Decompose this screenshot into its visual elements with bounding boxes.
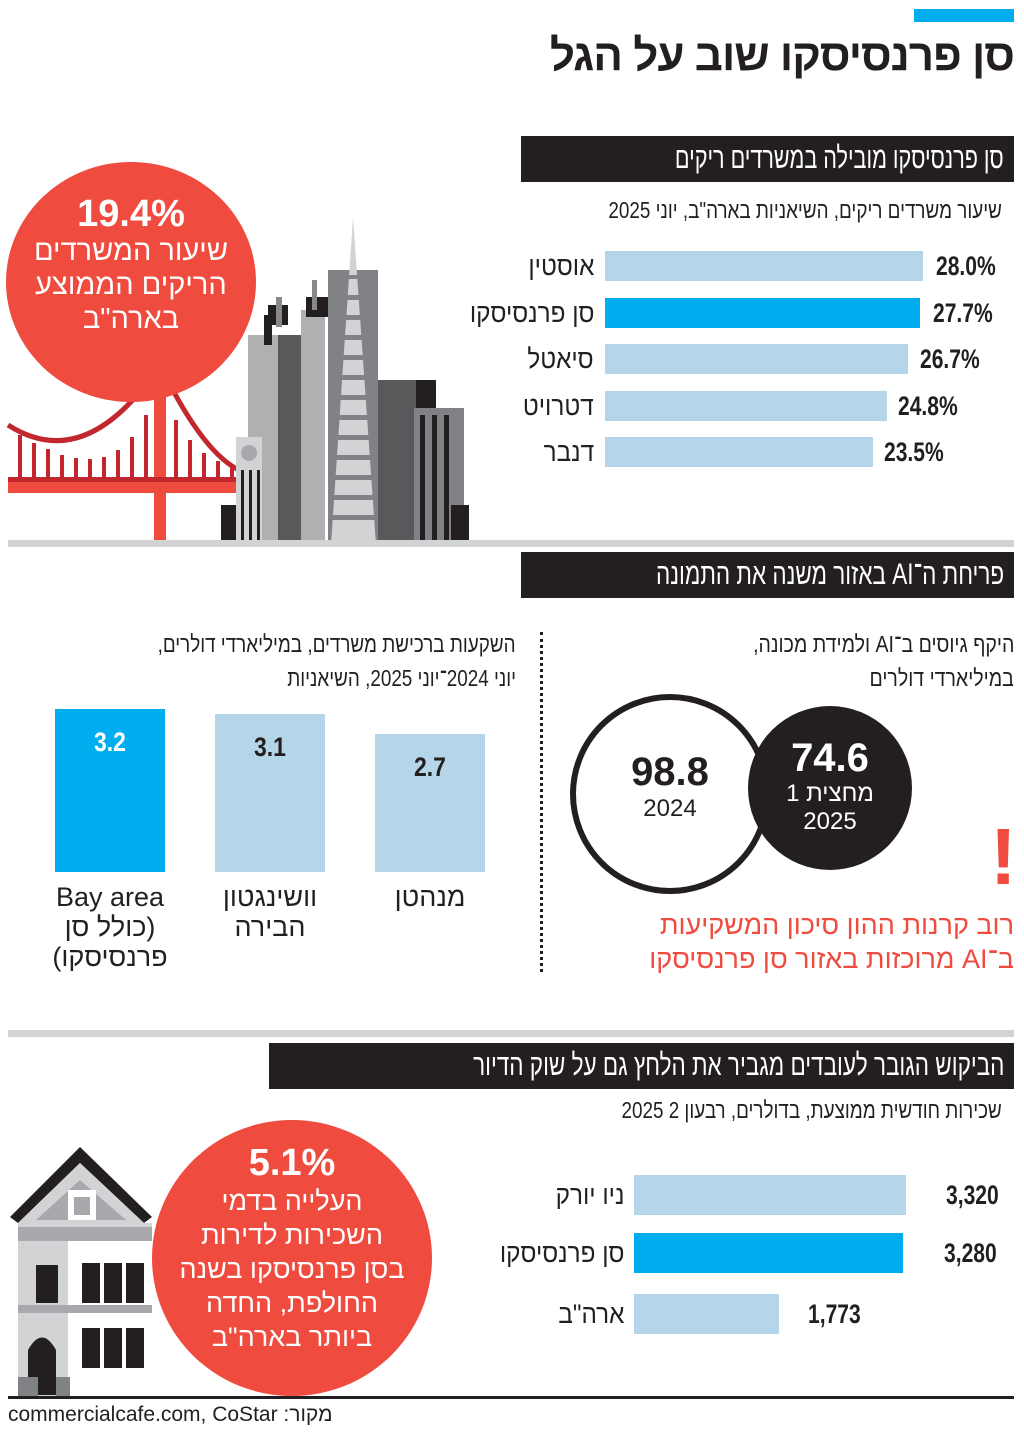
callout-line-1: שיעור המשרדים xyxy=(33,235,229,267)
alert-exclamation-icon: ! xyxy=(990,812,1017,901)
bar-row: סיאטל 26.7% xyxy=(0,342,1024,376)
bar-label: ניו יורק xyxy=(555,1180,624,1210)
bar-value: 2.7 xyxy=(414,752,446,782)
label-line: וושינגטון xyxy=(222,882,318,912)
label-line: (כולל סן xyxy=(64,912,156,942)
ai-funding-subtitle-2: במיליארדי דולרים xyxy=(869,665,1014,691)
section-divider xyxy=(8,1030,1014,1037)
section-heading-housing: הביקוש הגובר לעובדים מגביר את הלחץ גם על… xyxy=(269,1043,1014,1089)
source-text: מקור: commercialcafe.com, CoStar xyxy=(8,1403,333,1426)
bar-value: 3.2 xyxy=(94,727,126,757)
bar-row: דטרויט 24.8% xyxy=(0,389,1024,423)
funding-2025-label-1: מחצית 1 xyxy=(786,780,874,807)
golden-gate-bridge-icon xyxy=(6,345,248,545)
bar-row: ניו יורק 3,320 xyxy=(0,1175,1024,1215)
bar xyxy=(605,391,887,421)
bar-row: ארה"ב 1,773 xyxy=(0,1294,1024,1334)
page-title: סן פרנסיסקו שוב על הגל xyxy=(549,31,1015,80)
bar-value: 27.7% xyxy=(933,298,993,328)
vacancy-average-callout: 19.4% שיעור המשרדים הריקים הממוצע בארה"ב xyxy=(6,162,256,402)
footer-rule xyxy=(8,1396,1014,1399)
label-line: Bay area xyxy=(55,882,165,912)
ai-funding-subtitle-1: היקף גיוסים ב־AI ולמידת מכונה, xyxy=(752,631,1014,657)
bar-highlight xyxy=(634,1233,903,1273)
section-heading-ai: פריחת ה־AI באזור משנה את התמונה xyxy=(521,552,1014,598)
bar-value: 26.7% xyxy=(920,344,980,374)
callout-stem xyxy=(154,395,160,425)
dotted-separator xyxy=(540,632,543,972)
bar-label: דטרויט xyxy=(523,391,594,421)
bar-value: 3.1 xyxy=(254,732,286,762)
funding-2025-label-2: 2025 xyxy=(803,808,857,835)
funding-2025-value: 74.6 xyxy=(791,736,869,780)
bar-highlight xyxy=(605,298,920,328)
callout-value: 19.4% xyxy=(77,193,185,235)
bar-value: 23.5% xyxy=(884,437,944,467)
vc-note-line-2: ב־AI מרוכזות באזור סן פרנסיסקו xyxy=(649,944,1014,974)
section-heading-text: הביקוש הגובר לעובדים מגביר את הלחץ גם על… xyxy=(472,1049,1004,1082)
investment-subtitle-2: יוני 2024־יוני 2025, השיאניות xyxy=(287,665,516,691)
bar-value: 3,280 xyxy=(944,1238,997,1268)
bar-label: אוסטין xyxy=(528,251,594,281)
funding-2024-label: 2024 xyxy=(643,795,697,822)
bar-value: 24.8% xyxy=(898,391,958,421)
bar-label: סיאטל xyxy=(527,344,594,374)
callout-line-4: החולפת, החדה xyxy=(206,1288,378,1318)
callout-line-2: השכירות לדירות xyxy=(201,1220,383,1250)
label-line: הבירה xyxy=(234,912,306,942)
callout-line-5: ביותר בארה"ב xyxy=(211,1322,373,1352)
vbar-label-bay-area: Bay area (כולל סן פרנסיסקו) xyxy=(30,882,190,972)
bar xyxy=(605,437,873,467)
section-heading-text: פריחת ה־AI באזור משנה את התמונה xyxy=(655,558,1004,591)
san-francisco-skyline-illustration xyxy=(6,217,469,545)
rent-increase-callout: 5.1% העלייה בדמי השכירות לדירות בסן פרנס… xyxy=(152,1120,432,1396)
bar-row: דנבר 23.5% xyxy=(0,435,1024,469)
bar-value: 1,773 xyxy=(808,1299,861,1329)
bar-label: ארה"ב xyxy=(557,1299,624,1329)
bar-row: סן פרנסיסקו 3,280 xyxy=(0,1233,1024,1273)
label-line: פרנסיסקו) xyxy=(52,942,168,972)
vbar-bay-area: 3.2 xyxy=(55,709,165,872)
bar-label: דנבר xyxy=(543,437,594,467)
vbar-label-washington: וושינגטון הבירה xyxy=(190,882,350,942)
house-icon xyxy=(10,1147,152,1397)
bar xyxy=(634,1294,779,1334)
funding-2024-value: 98.8 xyxy=(631,750,709,794)
vacancy-subtitle: שיעור משרדים ריקים, השיאניות בארה"ב, יונ… xyxy=(608,197,1002,223)
callout-line-2: הריקים הממוצע xyxy=(35,269,227,301)
callout-line-1: העלייה בדמי xyxy=(221,1186,363,1216)
source-credit: מקור: commercialcafe.com, CoStar xyxy=(8,1403,333,1427)
funding-2025-circle: 74.6 מחצית 1 2025 xyxy=(748,706,912,870)
section-heading-text: סן פרנסיסקו מובילה במשרדים ריקים xyxy=(675,142,1004,175)
callout-value: 5.1% xyxy=(248,1142,336,1184)
bar-row: אוסטין 28.0% xyxy=(0,249,1024,283)
bar-value: 3,320 xyxy=(946,1180,999,1210)
title-accent-bar xyxy=(914,9,1014,22)
vc-note-line-1: רוב קרנות ההון סיכון המשקיעות xyxy=(659,910,1014,940)
bar xyxy=(605,251,923,281)
section-heading-vacancy: סן פרנסיסקו מובילה במשרדים ריקים xyxy=(521,136,1014,182)
vbar-manhattan: 2.7 xyxy=(375,734,485,872)
rent-subtitle: שכירות חודשית ממוצעת, בדולרים, רבעון 2 2… xyxy=(621,1097,1002,1123)
skyscrapers-icon xyxy=(221,217,469,545)
investment-subtitle-1: השקעות ברכישת משרדים, במיליארדי דולרים, xyxy=(158,631,516,657)
investment-bar-chart: 3.2 3.1 2.7 xyxy=(0,700,520,872)
funding-2024-circle: 98.8 2024 xyxy=(570,694,770,894)
section-divider xyxy=(8,540,1014,547)
vbar-washington: 3.1 xyxy=(215,714,325,872)
bar xyxy=(605,344,908,374)
bar-row: סן פרנסיסקו 27.7% xyxy=(0,296,1024,330)
bar-label: סן פרנסיסקו xyxy=(499,1238,624,1268)
vbar-label-manhattan: מנהטן xyxy=(350,882,510,912)
callout-line-3: בארה"ב xyxy=(82,303,180,335)
label-line: מנהטן xyxy=(394,882,466,912)
bar-value: 28.0% xyxy=(936,251,996,281)
bar xyxy=(634,1175,906,1215)
bar-label: סן פרנסיסקו xyxy=(469,298,594,328)
callout-line-3: בסן פרנסיסקו בשנה xyxy=(179,1254,405,1284)
